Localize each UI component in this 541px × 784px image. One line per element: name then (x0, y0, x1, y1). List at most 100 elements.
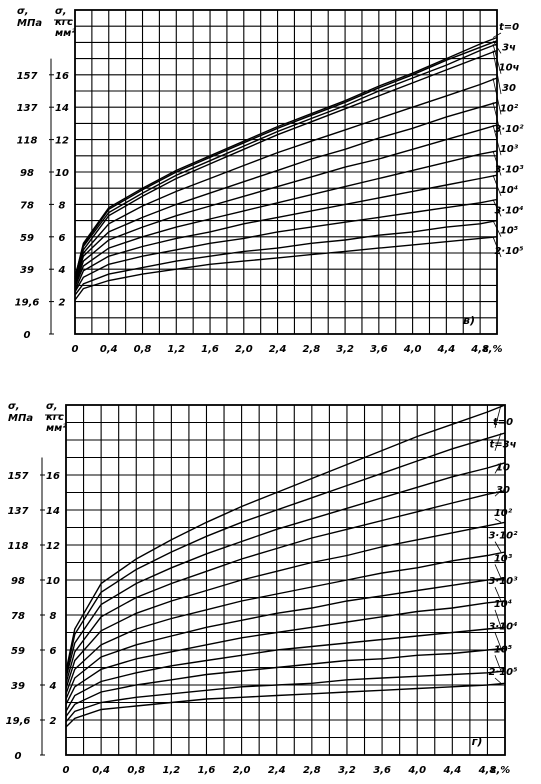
creep-curve (65, 490, 506, 684)
x-tick-label: 0 (72, 344, 79, 355)
creep-curve (74, 198, 498, 293)
y-unit-label-kgf: мм² (55, 28, 76, 39)
y-tick-label-kgf: 16 (46, 471, 60, 482)
curve-label: t=0 (499, 22, 519, 33)
x-tick-label: 4,4 (437, 344, 456, 355)
creep-curve (74, 219, 498, 296)
x-tick-label: 0,8 (127, 765, 145, 776)
creep-curve (65, 577, 506, 700)
y-tick-label-kgf: 8 (59, 200, 66, 211)
y-tick-label-mpa: 78 (20, 200, 34, 211)
y-tick-label-mpa: 0 (24, 330, 31, 341)
x-tick-label: 3,6 (370, 344, 388, 355)
creep-curve (65, 551, 506, 695)
y-tick-label-kgf: 14 (46, 506, 60, 517)
creep-curve (74, 36, 498, 278)
y-tick-label-mpa: 19,6 (15, 298, 40, 309)
y-unit-label-kgf: кгс (46, 412, 64, 423)
x-tick-label: 2,4 (268, 765, 286, 776)
y-tick-label-mpa: 59 (20, 233, 34, 244)
y-tick-label-kgf: 16 (55, 71, 69, 82)
curve-label-leader (494, 404, 502, 429)
curve-label-leader (492, 43, 502, 74)
curve-label: 10⁵ (494, 644, 512, 655)
x-tick-label: 3,2 (338, 765, 356, 776)
curve-label-leader (494, 677, 502, 684)
y-tick-label-kgf: 10 (46, 576, 60, 587)
curve-label-leader (494, 518, 502, 523)
curve-label: 10⁴ (494, 599, 512, 610)
curve-label: 10³ (500, 144, 519, 155)
y-tick-label-kgf: 14 (55, 103, 69, 114)
y-tick-label-mpa: 157 (8, 471, 29, 482)
creep-curve (74, 124, 498, 286)
creep-curve (74, 174, 498, 291)
x-tick-label: 2,0 (235, 344, 253, 355)
curve-label-leader (494, 462, 502, 474)
y-unit-label-mpa: МПа (8, 413, 33, 424)
y-tick-label-kgf: 4 (49, 681, 57, 692)
curve-label: 30 (502, 83, 516, 94)
creep-curve (65, 404, 506, 672)
curve-label: 30 (496, 485, 510, 496)
curve-label-leader (494, 632, 502, 649)
creep-curve (74, 101, 498, 285)
curve-label-leader (492, 77, 502, 115)
curve-label: 2·10⁵ (494, 246, 523, 257)
curve-label-leader (492, 50, 502, 95)
x-tick-label: 2,8 (302, 344, 320, 355)
x-tick-label: 3,2 (336, 344, 354, 355)
y-tick-label-kgf: 6 (59, 233, 66, 244)
curve-label-leader (492, 40, 502, 54)
creep-curve (74, 43, 498, 280)
curve-label: 3·10⁴ (494, 205, 523, 216)
curve-label-leader (494, 490, 502, 497)
plot-frame (74, 9, 498, 335)
y-tick-label-mpa: 157 (17, 71, 38, 82)
creep-curve (74, 150, 498, 288)
curve-label-leader (492, 150, 502, 176)
x-tick-label: 4,0 (403, 344, 422, 355)
y-tick-label-mpa: 118 (17, 136, 38, 147)
y-tick-label-mpa: 118 (8, 541, 29, 552)
creep-curve (74, 77, 498, 283)
panel-label: в) (463, 314, 475, 327)
curve-label-leader (492, 32, 502, 38)
y-tick-label-kgf: 12 (55, 136, 69, 147)
y-tick-label-mpa: 98 (11, 576, 25, 587)
curve-label-leader (492, 220, 502, 237)
curve-label-leader (494, 432, 502, 451)
curve-label: 10⁵ (500, 226, 518, 237)
chart-panel-v: 0219,64396598781098121181413716157σ,МПаσ… (15, 6, 524, 355)
y-unit-label-kgf: кгс (55, 17, 73, 28)
curve-label: 10⁴ (500, 185, 518, 196)
y-tick-label-mpa: 19,6 (6, 716, 31, 727)
curve-label-leader (492, 175, 502, 197)
curve-label: t=3ч (490, 440, 517, 451)
curve-label: 3·10⁴ (488, 622, 517, 633)
x-tick-label: 4,4 (442, 765, 461, 776)
curve-label: 10 (496, 462, 510, 473)
curve-label-leader (492, 199, 502, 217)
creep-curve (65, 682, 506, 728)
y-tick-label-kgf: 10 (55, 168, 69, 179)
x-tick-label: 1,6 (201, 344, 219, 355)
y-unit-label-mpa: σ, (8, 401, 20, 412)
curve-label: 3·10² (494, 124, 524, 135)
y-tick-label-mpa: 0 (15, 751, 22, 762)
creep-curve (65, 462, 506, 679)
x-axis-label: ε,% (491, 765, 510, 776)
y-tick-label-kgf: 6 (50, 646, 57, 657)
x-tick-label: 2,4 (269, 344, 287, 355)
curve-label-leader (494, 609, 502, 628)
x-tick-label: 0,4 (100, 344, 118, 355)
creep-curve (74, 236, 498, 301)
y-tick-label-mpa: 78 (11, 611, 25, 622)
x-tick-label: 3,6 (373, 765, 391, 776)
y-tick-label-mpa: 137 (8, 506, 29, 517)
creep-curve (65, 670, 506, 723)
creep-curve (65, 521, 506, 689)
x-tick-label: 0,8 (134, 344, 152, 355)
creep-curve (65, 600, 506, 705)
